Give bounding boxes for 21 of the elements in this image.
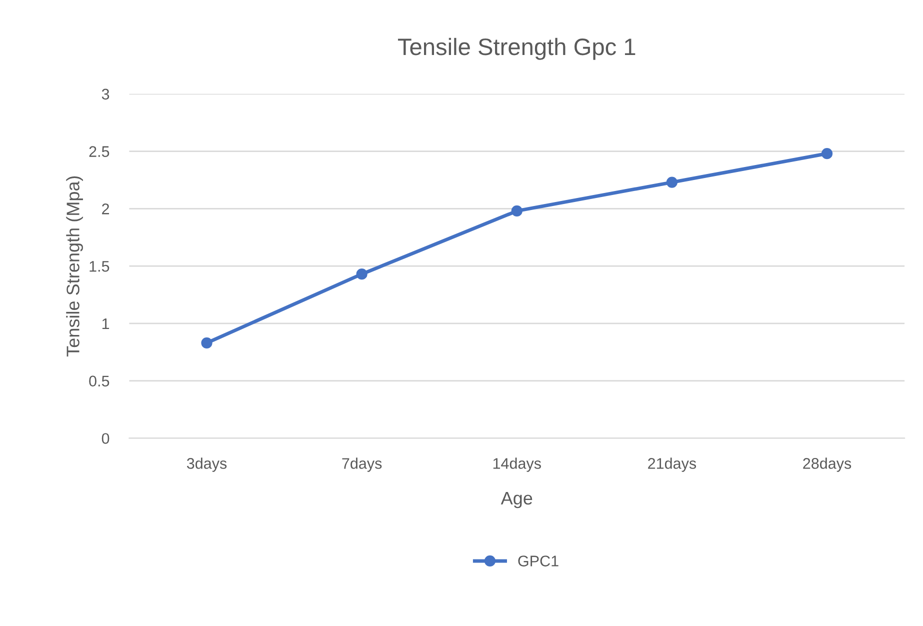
y-tick-label: 3 xyxy=(102,88,110,100)
y-tick-label: 1.5 xyxy=(90,261,110,272)
y-tick-label: 2 xyxy=(102,204,110,214)
y-tick-label: 0 xyxy=(102,433,110,444)
chart-title: Tensile Strength Gpc 1 xyxy=(398,38,636,60)
x-tick-label: 7days xyxy=(342,458,382,472)
point xyxy=(821,148,833,160)
x-tick-label: 21days xyxy=(648,458,696,472)
y-tick-label: 2.5 xyxy=(89,146,110,157)
legend-label: GPC1 xyxy=(518,556,558,566)
point xyxy=(201,337,212,348)
point xyxy=(511,205,522,217)
y-tick-label: 1 xyxy=(102,318,110,329)
x-axis-title: Age xyxy=(500,492,532,508)
x-tick-label: 28days xyxy=(803,458,852,472)
x-tick-label: 14days xyxy=(493,458,541,472)
y-axis-title: Tensile Strength (Mpa) xyxy=(66,176,83,356)
point xyxy=(666,176,678,188)
y-tick-label: 0.5 xyxy=(89,376,110,387)
x-tick-label: 3days xyxy=(186,458,227,472)
point xyxy=(356,268,368,280)
